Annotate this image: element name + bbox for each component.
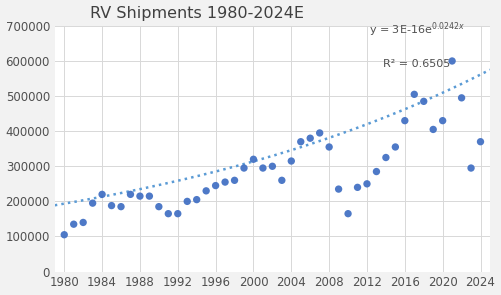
Point: [456, 96, 464, 100]
Point: [334, 187, 342, 191]
Point: [126, 192, 134, 197]
Point: [353, 185, 361, 190]
Point: [192, 197, 200, 202]
Point: [136, 194, 144, 199]
Point: [107, 203, 115, 208]
Text: RV Shipments 1980-2024E: RV Shipments 1980-2024E: [89, 6, 303, 21]
Point: [325, 145, 333, 149]
Point: [277, 178, 285, 183]
Point: [419, 99, 427, 104]
Point: [438, 118, 446, 123]
Point: [259, 166, 267, 171]
Point: [372, 169, 380, 174]
Point: [117, 204, 125, 209]
Point: [428, 127, 436, 132]
Point: [362, 181, 370, 186]
Point: [343, 211, 351, 216]
Point: [220, 180, 228, 184]
Point: [268, 164, 276, 169]
Point: [306, 136, 314, 140]
Point: [230, 178, 238, 183]
Point: [391, 145, 399, 149]
Point: [381, 155, 389, 160]
Point: [60, 232, 68, 237]
Point: [98, 192, 106, 197]
Point: [447, 59, 455, 63]
Point: [409, 92, 417, 97]
Point: [79, 220, 87, 225]
Point: [296, 139, 304, 144]
Point: [145, 194, 153, 199]
Point: [239, 166, 247, 171]
Text: y = 3E-16e$^{0.0242x}$: y = 3E-16e$^{0.0242x}$: [368, 21, 464, 39]
Point: [211, 183, 219, 188]
Point: [249, 157, 257, 162]
Point: [287, 159, 295, 163]
Point: [70, 222, 78, 227]
Point: [315, 131, 323, 135]
Point: [466, 166, 474, 171]
Point: [400, 118, 408, 123]
Point: [89, 201, 97, 206]
Point: [475, 139, 483, 144]
Point: [164, 211, 172, 216]
Text: R² = 0.6505: R² = 0.6505: [382, 59, 449, 69]
Point: [154, 204, 162, 209]
Point: [183, 199, 191, 204]
Point: [173, 211, 181, 216]
Point: [202, 189, 210, 193]
